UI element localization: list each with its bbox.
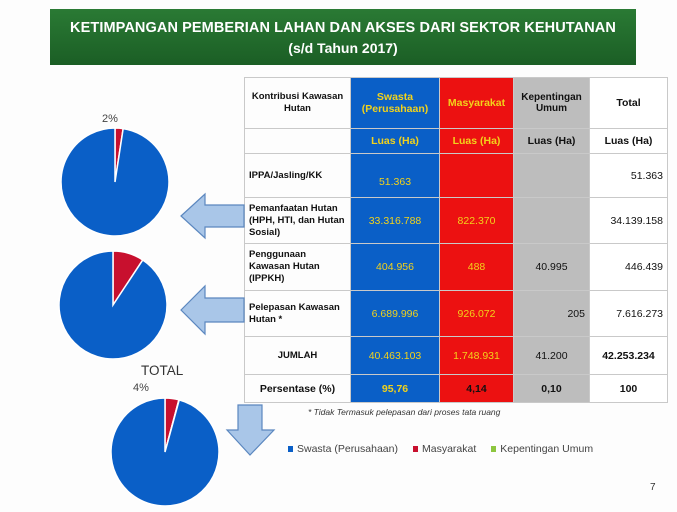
persentase-masyarakat: 4,14 (439, 374, 514, 403)
header-total: Total (589, 77, 668, 129)
pie-3-data-label: 4% (133, 382, 149, 394)
footnote: * Tidak Termasuk pelepasan dari proses t… (308, 407, 501, 417)
cell-masyarakat: 488 (439, 243, 514, 291)
pie-1-data-label: 2% (102, 113, 118, 125)
unit-empty (244, 128, 351, 154)
arrow-left-1 (180, 192, 245, 240)
data-table: Kontribusi Kawasan Hutan Swasta (Perusah… (244, 77, 668, 403)
cell-kepentingan: 40.995 (513, 243, 590, 291)
pie-chart-total (110, 397, 220, 507)
legend-label-masyarakat: Masyarakat (421, 443, 477, 455)
legend-swatch-kepentingan (491, 446, 497, 452)
title-line-2: (s/d Tahun 2017) (288, 40, 398, 56)
cell-swasta: 404.956 (350, 243, 440, 291)
arrow-left-2 (180, 284, 245, 336)
table-row: Pelepasan Kawasan Hutan * 6.689.996 926.… (244, 290, 668, 337)
cell-total: 446.439 (589, 243, 668, 291)
pie-2-slice-swasta (58, 250, 168, 360)
page-number: 7 (650, 482, 656, 493)
table-row: IPPA/Jasling/KK 51.363 51.363 (244, 153, 668, 198)
header-label: Kontribusi Kawasan Hutan (244, 77, 351, 129)
unit-kepentingan: Luas (Ha) (513, 128, 590, 154)
legend-swatch-masyarakat (412, 446, 418, 452)
cell-swasta: 51.363 (350, 153, 440, 198)
header-swasta: Swasta (Perusahaan) (350, 77, 440, 129)
unit-masyarakat: Luas (Ha) (439, 128, 514, 154)
row-label: Penggunaan Kawasan Hutan (IPPKH) (244, 243, 351, 291)
arrow-left-1-shape (180, 192, 245, 240)
row-label: Pemanfaatan Hutan (HPH, HTI, dan Hutan S… (244, 197, 351, 244)
pie-3-slice-swasta (110, 397, 220, 507)
cell-masyarakat (439, 153, 514, 198)
legend-item-kepentingan: Kepentingan Umum (491, 443, 593, 455)
row-label: IPPA/Jasling/KK (244, 153, 351, 198)
legend-label-swasta: Swasta (Perusahaan) (297, 443, 398, 455)
legend-label-kepentingan: Kepentingan Umum (500, 443, 594, 455)
header-masyarakat: Masyarakat (439, 77, 514, 129)
jumlah-total: 42.253.234 (589, 336, 668, 375)
cell-total: 7.616.273 (589, 290, 668, 337)
header-kepentingan: Kepentingan Umum (513, 77, 590, 129)
jumlah-row: JUMLAH 40.463.103 1.748.931 41.200 42.25… (244, 336, 668, 375)
persentase-kepentingan: 0,10 (513, 374, 590, 403)
cell-total: 51.363 (589, 153, 668, 198)
cell-swasta: 33.316.788 (350, 197, 440, 244)
persentase-label: Persentase (%) (244, 374, 351, 403)
cell-kepentingan (513, 197, 590, 244)
arrow-left-2-shape (180, 284, 245, 336)
title-banner: KETIMPANGAN PEMBERIAN LAHAN DAN AKSES DA… (50, 9, 636, 65)
row-label: Pelepasan Kawasan Hutan * (244, 290, 351, 337)
persentase-total: 100 (589, 374, 668, 403)
jumlah-label: JUMLAH (244, 336, 351, 375)
jumlah-swasta: 40.463.103 (350, 336, 440, 375)
cell-masyarakat: 926.072 (439, 290, 514, 337)
persentase-swasta: 95,76 (350, 374, 440, 403)
cell-kepentingan: 205 (513, 290, 590, 337)
table-row: Penggunaan Kawasan Hutan (IPPKH) 404.956… (244, 243, 668, 291)
unit-swasta: Luas (Ha) (350, 128, 440, 154)
cell-total: 34.139.158 (589, 197, 668, 244)
persentase-row: Persentase (%) 95,76 4,14 0,10 100 (244, 374, 668, 403)
unit-total: Luas (Ha) (589, 128, 668, 154)
pie-1-slice-swasta (60, 127, 170, 237)
legend: Swasta (Perusahaan) Masyarakat Kepenting… (288, 443, 593, 455)
cell-swasta: 6.689.996 (350, 290, 440, 337)
jumlah-kepentingan: 41.200 (513, 336, 590, 375)
legend-item-masyarakat: Masyarakat (412, 443, 477, 455)
pie-chart-pelepasan (58, 250, 168, 360)
legend-swatch-swasta (288, 446, 293, 452)
total-pie-title: TOTAL (141, 363, 184, 378)
jumlah-masyarakat: 1.748.931 (439, 336, 514, 375)
title-line-1: KETIMPANGAN PEMBERIAN LAHAN DAN AKSES DA… (70, 20, 616, 36)
cell-masyarakat: 822.370 (439, 197, 514, 244)
pie-chart-pemanfaatan (60, 127, 170, 237)
table-row: Pemanfaatan Hutan (HPH, HTI, dan Hutan S… (244, 197, 668, 244)
legend-item-swasta: Swasta (Perusahaan) (288, 443, 398, 455)
arrow-down (225, 404, 276, 456)
arrow-down-shape (225, 404, 276, 456)
cell-kepentingan (513, 153, 590, 198)
